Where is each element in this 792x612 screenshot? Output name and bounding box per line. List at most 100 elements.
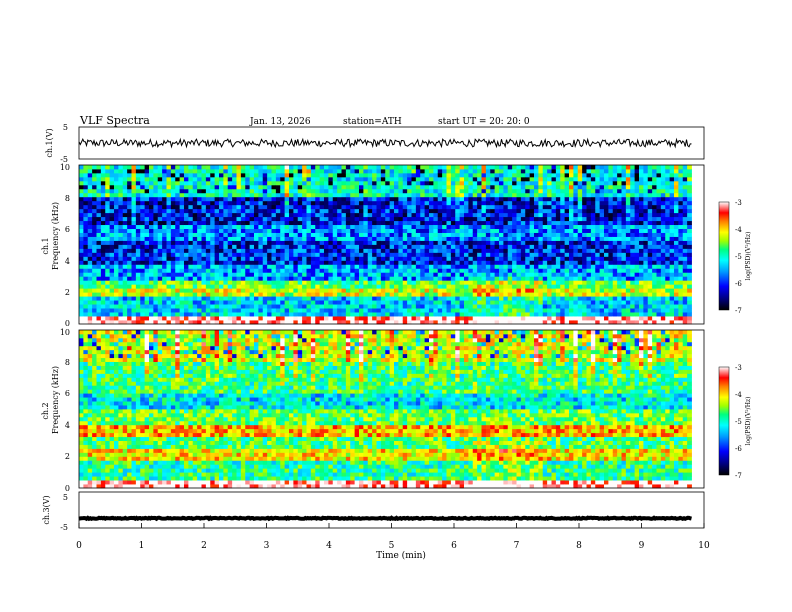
ch1-spectrogram-cell (490, 256, 496, 261)
ch1-spectrogram-cell (516, 256, 522, 261)
ch1-spectrogram-cell (507, 268, 513, 273)
ch1-spectrogram-cell (341, 316, 347, 321)
ch1-spectrogram-cell (249, 196, 255, 202)
ch1-spectrogram-cell (529, 208, 535, 214)
ch1-spectrogram-cell (201, 264, 207, 269)
ch1-spectrogram-cell (337, 184, 342, 190)
ch1-spectrogram-cell (109, 252, 115, 257)
ch1-spectrogram-cell (135, 252, 141, 257)
ch1-spectrogram-cell (512, 308, 517, 313)
ch1-spectrogram-cell (407, 284, 412, 289)
ch1-spectrogram-cell (249, 240, 255, 245)
ch1-spectrogram-cell (293, 272, 299, 277)
ch1-spectrogram-cell (560, 216, 566, 222)
ch1-spectrogram-cell (450, 284, 456, 289)
ch1-spectrogram-cell (232, 232, 237, 237)
ch1-spectrogram-cell (385, 196, 391, 202)
ch1-spectrogram-cell (197, 184, 202, 190)
ch1-spectrogram-cell (284, 252, 290, 257)
ch1-spectrogram-cell (481, 304, 487, 309)
ch1-spectrogram-cell (258, 188, 264, 194)
ch1-spectrogram-cell (617, 224, 622, 230)
ch1-spectrogram-cell (516, 216, 522, 222)
ch1-spectrogram-cell (293, 308, 299, 313)
ch1-spectrogram-cell (83, 256, 89, 261)
ch1-spectrogram-cell (175, 176, 181, 182)
ch1-spectrogram-cell (520, 252, 526, 257)
ch1-spectrogram-cell (188, 308, 194, 313)
ch1-spectrogram-cell (621, 240, 627, 245)
ch1-spectrogram-cell (520, 200, 526, 206)
ch1-spectrogram-cell (166, 248, 172, 253)
ch1-spectrogram-cell (542, 172, 548, 178)
ch1-spectrogram-cell (577, 165, 583, 170)
ch1-spectrogram-cell (249, 244, 255, 249)
ch1-spectrogram-cell (459, 240, 465, 245)
ch1-spectrogram-cell (310, 252, 316, 257)
ch1-spectrogram-cell (127, 304, 132, 309)
ch1-spectrogram-cell (170, 248, 176, 253)
ch1-spectrogram-cell (293, 208, 299, 214)
ch1-spectrogram-cell (227, 260, 233, 265)
ch1-spectrogram-cell (407, 256, 412, 261)
ch1-spectrogram-cell (262, 204, 268, 210)
ch1-spectrogram-cell (380, 304, 386, 309)
ch1-spectrogram-cell (363, 296, 369, 301)
ch1-spectrogram-cell (507, 220, 513, 226)
ch1-spectrogram-cell (192, 228, 198, 233)
ch1-spectrogram-cell (210, 228, 216, 233)
ch1-spectrogram-cell (280, 196, 286, 202)
ch1-spectrogram-cell (516, 208, 522, 214)
ch1-spectrogram-cell (464, 208, 469, 214)
ch1-spectrogram-cell (564, 165, 570, 170)
ch1-spectrogram-cell (315, 204, 321, 210)
ch1-spectrogram-cell (162, 264, 167, 269)
ch1-spectrogram-cell (188, 232, 194, 237)
ch1-spectrogram-cell (315, 320, 321, 325)
ch1-spectrogram-cell (262, 320, 268, 325)
ch1-spectrogram-cell (310, 192, 316, 198)
ch1-spectrogram-cell (516, 284, 522, 289)
ch1-spectrogram-cell (394, 280, 399, 285)
ch1-spectrogram-cell (192, 308, 198, 313)
ch1-spectrogram-cell (354, 220, 360, 226)
ch1-spectrogram-cell (205, 248, 211, 253)
ch1-spectrogram-cell (83, 248, 89, 253)
ch1-spectrogram-cell (267, 304, 272, 309)
ch1-spectrogram-cell (289, 280, 294, 285)
ch1-spectrogram-cell (424, 248, 430, 253)
ch1-spectrogram-cell (380, 165, 386, 170)
ch1-spectrogram-cell (424, 184, 430, 190)
ch1-spectrogram-cell (590, 264, 596, 269)
ch1-spectrogram-cell (92, 312, 97, 317)
ch1-spectrogram-cell (319, 192, 325, 198)
ch1-spectrogram-cell (192, 276, 198, 281)
ch1-spectrogram-cell (512, 320, 517, 325)
ch1-spectrogram-cell (437, 316, 443, 321)
ch1-spectrogram-cell (105, 260, 111, 265)
ch1-spectrogram-cell (455, 264, 461, 269)
ch1-spectrogram-cell (621, 220, 627, 226)
ch1-spectrogram-cell (394, 192, 399, 198)
ch1-spectrogram-cell (280, 308, 286, 313)
ch1-spectrogram-cell (122, 204, 128, 210)
ch1-spectrogram-cell (450, 236, 456, 241)
ch1-spectrogram-cell (87, 216, 93, 222)
ch1-spectrogram-cell (302, 256, 307, 261)
ch1-spectrogram-cell (394, 228, 399, 233)
ch1-spectrogram-cell (149, 204, 154, 210)
ch1-spectrogram-cell (424, 320, 430, 325)
ch1-spectrogram-cell (214, 176, 220, 182)
ch1-spectrogram-cell (157, 276, 163, 281)
ch1-spectrogram-cell (87, 200, 93, 206)
ch1-spectrogram-cell (245, 220, 251, 226)
ch1-spectrogram-cell (590, 308, 596, 313)
ch1-spectrogram-cell (105, 176, 111, 182)
ch1-spectrogram-cell (477, 320, 482, 325)
ch1-spectrogram-cell (289, 292, 294, 297)
ch1-spectrogram-cell (179, 296, 185, 301)
ch1-spectrogram-cell (236, 256, 242, 261)
ch1-spectrogram-cell (468, 176, 474, 182)
ch1-spectrogram-cell (604, 176, 609, 182)
